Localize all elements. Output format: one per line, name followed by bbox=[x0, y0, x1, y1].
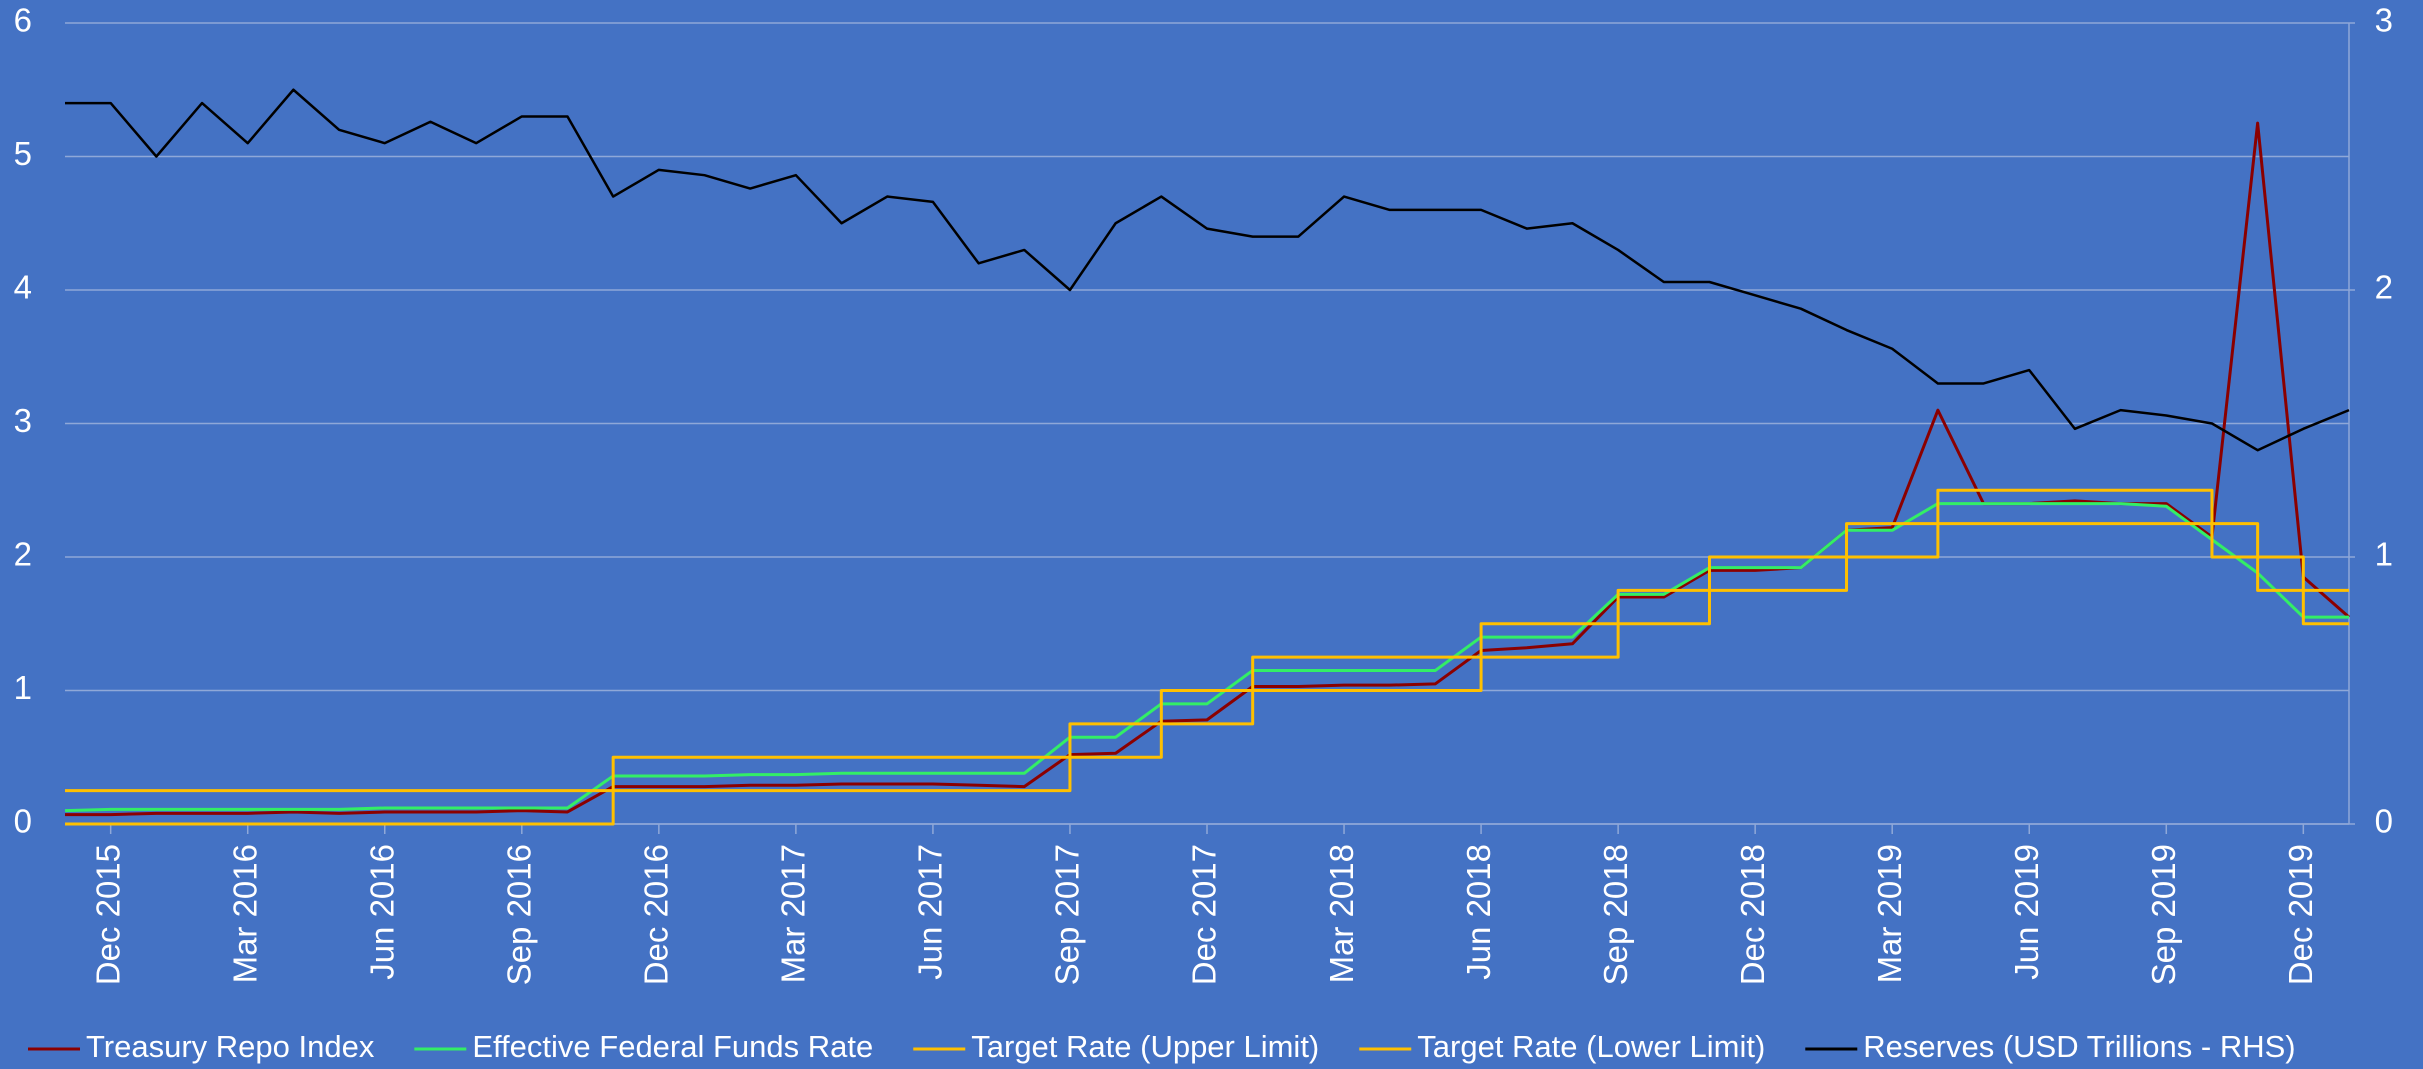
y2-tick-label: 2 bbox=[2375, 269, 2393, 306]
legend-label: Target Rate (Upper Limit) bbox=[971, 1029, 1319, 1064]
x-tick-label: Sep 2018 bbox=[1597, 844, 1634, 985]
legend-label: Reserves (USD Trillions - RHS) bbox=[1863, 1029, 2295, 1064]
x-tick-label: Sep 2016 bbox=[501, 844, 538, 985]
y-tick-label: 4 bbox=[14, 269, 32, 306]
y-tick-label: 5 bbox=[14, 135, 32, 172]
x-tick-label: Jun 2017 bbox=[912, 844, 949, 980]
x-tick-label: Mar 2016 bbox=[226, 844, 263, 983]
x-tick-label: Sep 2019 bbox=[2145, 844, 2182, 985]
y2-tick-label: 3 bbox=[2375, 2, 2393, 39]
x-tick-label: Dec 2016 bbox=[638, 844, 675, 985]
y-tick-label: 0 bbox=[14, 803, 32, 840]
x-tick-label: Jun 2016 bbox=[363, 844, 400, 980]
y-tick-label: 6 bbox=[14, 2, 32, 39]
y-tick-label: 3 bbox=[14, 402, 32, 439]
legend-label: Effective Federal Funds Rate bbox=[472, 1029, 873, 1064]
x-tick-label: Mar 2019 bbox=[1871, 844, 1908, 983]
y2-tick-label: 0 bbox=[2375, 803, 2393, 840]
y-tick-label: 2 bbox=[14, 536, 32, 573]
series-line bbox=[65, 121, 2350, 817]
series-line bbox=[65, 522, 2349, 826]
x-tick-label: Mar 2018 bbox=[1323, 844, 1360, 983]
x-tick-label: Sep 2017 bbox=[1049, 844, 1086, 985]
legend-label: Target Rate (Lower Limit) bbox=[1417, 1029, 1765, 1064]
x-tick-label: Dec 2018 bbox=[1734, 844, 1771, 985]
y-tick-label: 1 bbox=[14, 669, 32, 706]
x-tick-label: Dec 2017 bbox=[1186, 844, 1223, 985]
legend-label: Treasury Repo Index bbox=[86, 1029, 375, 1064]
x-tick-label: Dec 2015 bbox=[89, 844, 126, 985]
x-tick-label: Dec 2019 bbox=[2282, 844, 2319, 985]
x-tick-label: Jun 2018 bbox=[1460, 844, 1497, 980]
x-tick-label: Mar 2017 bbox=[775, 844, 812, 983]
y2-tick-label: 1 bbox=[2375, 536, 2393, 573]
series-line bbox=[64, 502, 2349, 813]
series-line bbox=[65, 488, 2349, 793]
x-tick-label: Jun 2019 bbox=[2008, 844, 2045, 980]
series-line bbox=[65, 88, 2350, 452]
